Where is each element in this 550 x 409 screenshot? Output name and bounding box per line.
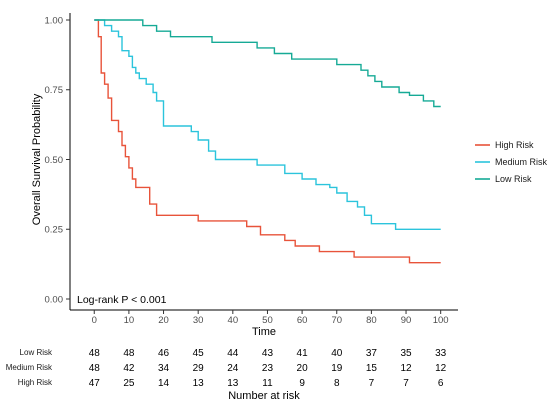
risk-row-label: High Risk: [18, 378, 53, 387]
x-tick-label: 90: [401, 315, 412, 326]
x-tick-label: 70: [331, 315, 342, 326]
risk-count-cell: 48: [89, 363, 101, 374]
risk-row-label: Medium Risk: [6, 363, 53, 372]
survival-curve-high-risk: [94, 19, 441, 264]
risk-count-cell: 29: [193, 363, 205, 374]
risk-count-cell: 48: [89, 348, 101, 359]
y-axis-title: Overall Survival Probability: [31, 93, 43, 225]
risk-count-cell: 6: [438, 378, 444, 389]
survival-curves: [94, 19, 441, 264]
risk-count-cell: 37: [366, 348, 378, 359]
y-tick-label: 0.00: [45, 294, 64, 305]
risk-count-cell: 34: [158, 363, 170, 374]
survival-curve-low-risk: [94, 19, 441, 108]
risk-count-cell: 46: [158, 348, 170, 359]
x-tick-label: 10: [124, 315, 135, 326]
x-axis-title: Time: [252, 326, 276, 338]
risk-count-cell: 33: [435, 348, 447, 359]
risk-count-cell: 44: [227, 348, 239, 359]
risk-count-cell: 13: [227, 378, 239, 389]
risk-count-cell: 12: [400, 363, 412, 374]
risk-count-cell: 25: [123, 378, 135, 389]
risk-count-cell: 40: [331, 348, 343, 359]
risk-table-title: Number at risk: [228, 390, 300, 402]
risk-count-cell: 45: [193, 348, 205, 359]
risk-count-cell: 41: [297, 348, 309, 359]
risk-count-cell: 24: [227, 363, 239, 374]
risk-count-cell: 48: [123, 348, 135, 359]
x-tick-label: 100: [433, 315, 449, 326]
legend-label: Medium Risk: [495, 157, 548, 167]
risk-table: Low Risk 48 48 46 45 44 43 41 40 37 35 33 Medium Ris…: [6, 348, 447, 402]
y-tick-label: 0.50: [45, 155, 64, 166]
risk-count-cell: 9: [299, 378, 305, 389]
risk-count-cell: 13: [193, 378, 205, 389]
y-tick-label: 0.25: [45, 225, 64, 236]
y-tick-label: 1.00: [45, 15, 64, 26]
risk-count-cell: 8: [334, 378, 340, 389]
risk-row-label: Low Risk: [20, 348, 53, 357]
axes-layer: 0.00 0.25 0.50 0.75 1.00 0 10 20 30 40 50 60 70 80 90 1…: [31, 13, 458, 338]
x-tick-label: 50: [262, 315, 273, 326]
risk-count-cell: 7: [403, 378, 409, 389]
risk-count-cell: 42: [123, 363, 135, 374]
risk-count-cell: 15: [366, 363, 378, 374]
risk-count-cell: 7: [369, 378, 375, 389]
x-tick-label: 80: [366, 315, 377, 326]
survival-curve-medium-risk: [94, 19, 441, 230]
risk-count-cell: 11: [262, 378, 273, 389]
risk-count-cell: 43: [262, 348, 274, 359]
x-tick-label: 30: [193, 315, 204, 326]
risk-count-cell: 20: [297, 363, 309, 374]
risk-count-cell: 23: [262, 363, 274, 374]
y-tick-label: 0.75: [45, 85, 64, 96]
x-tick-label: 0: [92, 315, 97, 326]
legend-label: High Risk: [495, 140, 534, 150]
x-tick-label: 40: [228, 315, 239, 326]
x-tick-label: 20: [158, 315, 169, 326]
risk-count-cell: 19: [331, 363, 343, 374]
risk-count-cell: 47: [89, 378, 101, 389]
log-rank-annotation: Log-rank P < 0.001: [77, 294, 167, 306]
risk-count-cell: 12: [435, 363, 447, 374]
legend: High Risk Medium Risk Low Risk: [475, 140, 548, 184]
legend-label: Low Risk: [495, 174, 532, 184]
risk-count-cell: 35: [400, 348, 412, 359]
risk-count-cell: 14: [158, 378, 170, 389]
x-tick-label: 60: [297, 315, 308, 326]
